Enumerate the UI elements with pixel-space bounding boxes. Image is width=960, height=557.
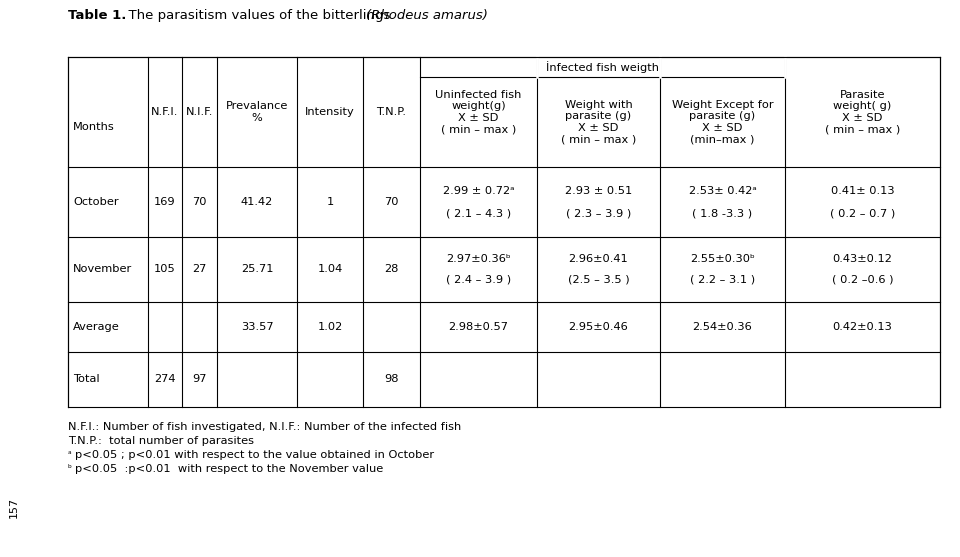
Text: 2.99 ± 0.72ᵃ: 2.99 ± 0.72ᵃ [443, 186, 515, 196]
Text: 2.98±0.57: 2.98±0.57 [448, 322, 509, 332]
Text: 70: 70 [384, 197, 398, 207]
Text: Average: Average [73, 322, 120, 332]
Text: 1: 1 [326, 197, 334, 207]
Text: ( 0.2 –0.6 ): ( 0.2 –0.6 ) [831, 275, 893, 285]
Text: 33.57: 33.57 [241, 322, 274, 332]
Text: ( 2.1 – 4.3 ): ( 2.1 – 4.3 ) [446, 208, 511, 218]
Text: (2.5 – 3.5 ): (2.5 – 3.5 ) [567, 275, 630, 285]
Text: ᵃ: ᵃ [68, 450, 72, 459]
Text: 97: 97 [192, 374, 206, 384]
Text: N.F.I.: Number of fish investigated, N.I.F.: Number of the infected fish: N.F.I.: Number of fish investigated, N.I… [68, 422, 461, 432]
Text: The parasitism values of the bitterlings: The parasitism values of the bitterlings [120, 9, 403, 22]
Text: ( 2.4 – 3.9 ): ( 2.4 – 3.9 ) [446, 275, 511, 285]
Text: Intensity: Intensity [305, 107, 355, 117]
Text: 1.02: 1.02 [318, 322, 343, 332]
Text: 2.55±0.30ᵇ: 2.55±0.30ᵇ [690, 254, 755, 264]
Text: T.N.P.: T.N.P. [376, 107, 406, 117]
Text: 41.42: 41.42 [241, 197, 274, 207]
Text: 27: 27 [192, 265, 206, 275]
Text: ᵇ: ᵇ [68, 464, 72, 473]
Text: N.F.I.: N.F.I. [152, 107, 179, 117]
Text: 2.96±0.41: 2.96±0.41 [568, 254, 629, 264]
Text: ( 0.2 – 0.7 ): ( 0.2 – 0.7 ) [829, 208, 895, 218]
Text: Prevalance
%: Prevalance % [226, 101, 288, 123]
Text: ( 2.3 – 3.9 ): ( 2.3 – 3.9 ) [565, 208, 631, 218]
Text: ( 1.8 -3.3 ): ( 1.8 -3.3 ) [692, 208, 753, 218]
Text: Weight Except for
parasite (g)
X ± SD
(min–max ): Weight Except for parasite (g) X ± SD (m… [672, 100, 774, 144]
Text: N.I.F.: N.I.F. [186, 107, 213, 117]
Text: 70: 70 [192, 197, 206, 207]
Text: 105: 105 [155, 265, 176, 275]
Text: Parasite
weight( g)
X ± SD
( min – max ): Parasite weight( g) X ± SD ( min – max ) [825, 90, 900, 134]
Text: Uninfected fish
weight(g)
X ± SD
( min – max ): Uninfected fish weight(g) X ± SD ( min –… [435, 90, 521, 134]
Text: 2.54±0.36: 2.54±0.36 [692, 322, 753, 332]
Text: 157: 157 [9, 496, 19, 517]
Text: 2.53± 0.42ᵃ: 2.53± 0.42ᵃ [688, 186, 756, 196]
Text: 274: 274 [155, 374, 176, 384]
Text: 169: 169 [155, 197, 176, 207]
Text: ( 2.2 – 3.1 ): ( 2.2 – 3.1 ) [690, 275, 756, 285]
Text: 0.41± 0.13: 0.41± 0.13 [830, 186, 895, 196]
Text: October: October [73, 197, 119, 207]
Text: 0.42±0.13: 0.42±0.13 [832, 322, 893, 332]
Text: Months: Months [73, 122, 115, 132]
Text: 28: 28 [384, 265, 398, 275]
Text: İnfected fish weigth: İnfected fish weigth [546, 61, 659, 73]
Text: T.N.P.:  total number of parasites: T.N.P.: total number of parasites [68, 436, 254, 446]
Text: p<0.05  :p<0.01  with respect to the November value: p<0.05 :p<0.01 with respect to the Novem… [75, 464, 383, 474]
Text: November: November [73, 265, 132, 275]
Text: Table 1.: Table 1. [68, 9, 127, 22]
Text: Weight with
parasite (g)
X ± SD
( min – max ): Weight with parasite (g) X ± SD ( min – … [561, 100, 636, 144]
Text: 2.93 ± 0.51: 2.93 ± 0.51 [564, 186, 632, 196]
Text: Total: Total [73, 374, 100, 384]
Text: 2.95±0.46: 2.95±0.46 [568, 322, 629, 332]
Text: (Rhodeus amarus): (Rhodeus amarus) [366, 9, 488, 22]
Text: 2.97±0.36ᵇ: 2.97±0.36ᵇ [446, 254, 511, 264]
Text: 0.43±0.12: 0.43±0.12 [832, 254, 893, 264]
Text: 1.04: 1.04 [318, 265, 343, 275]
Text: 98: 98 [384, 374, 398, 384]
Text: p<0.05 ; p<0.01 with respect to the value obtained in October: p<0.05 ; p<0.01 with respect to the valu… [75, 450, 434, 460]
Text: 25.71: 25.71 [241, 265, 274, 275]
